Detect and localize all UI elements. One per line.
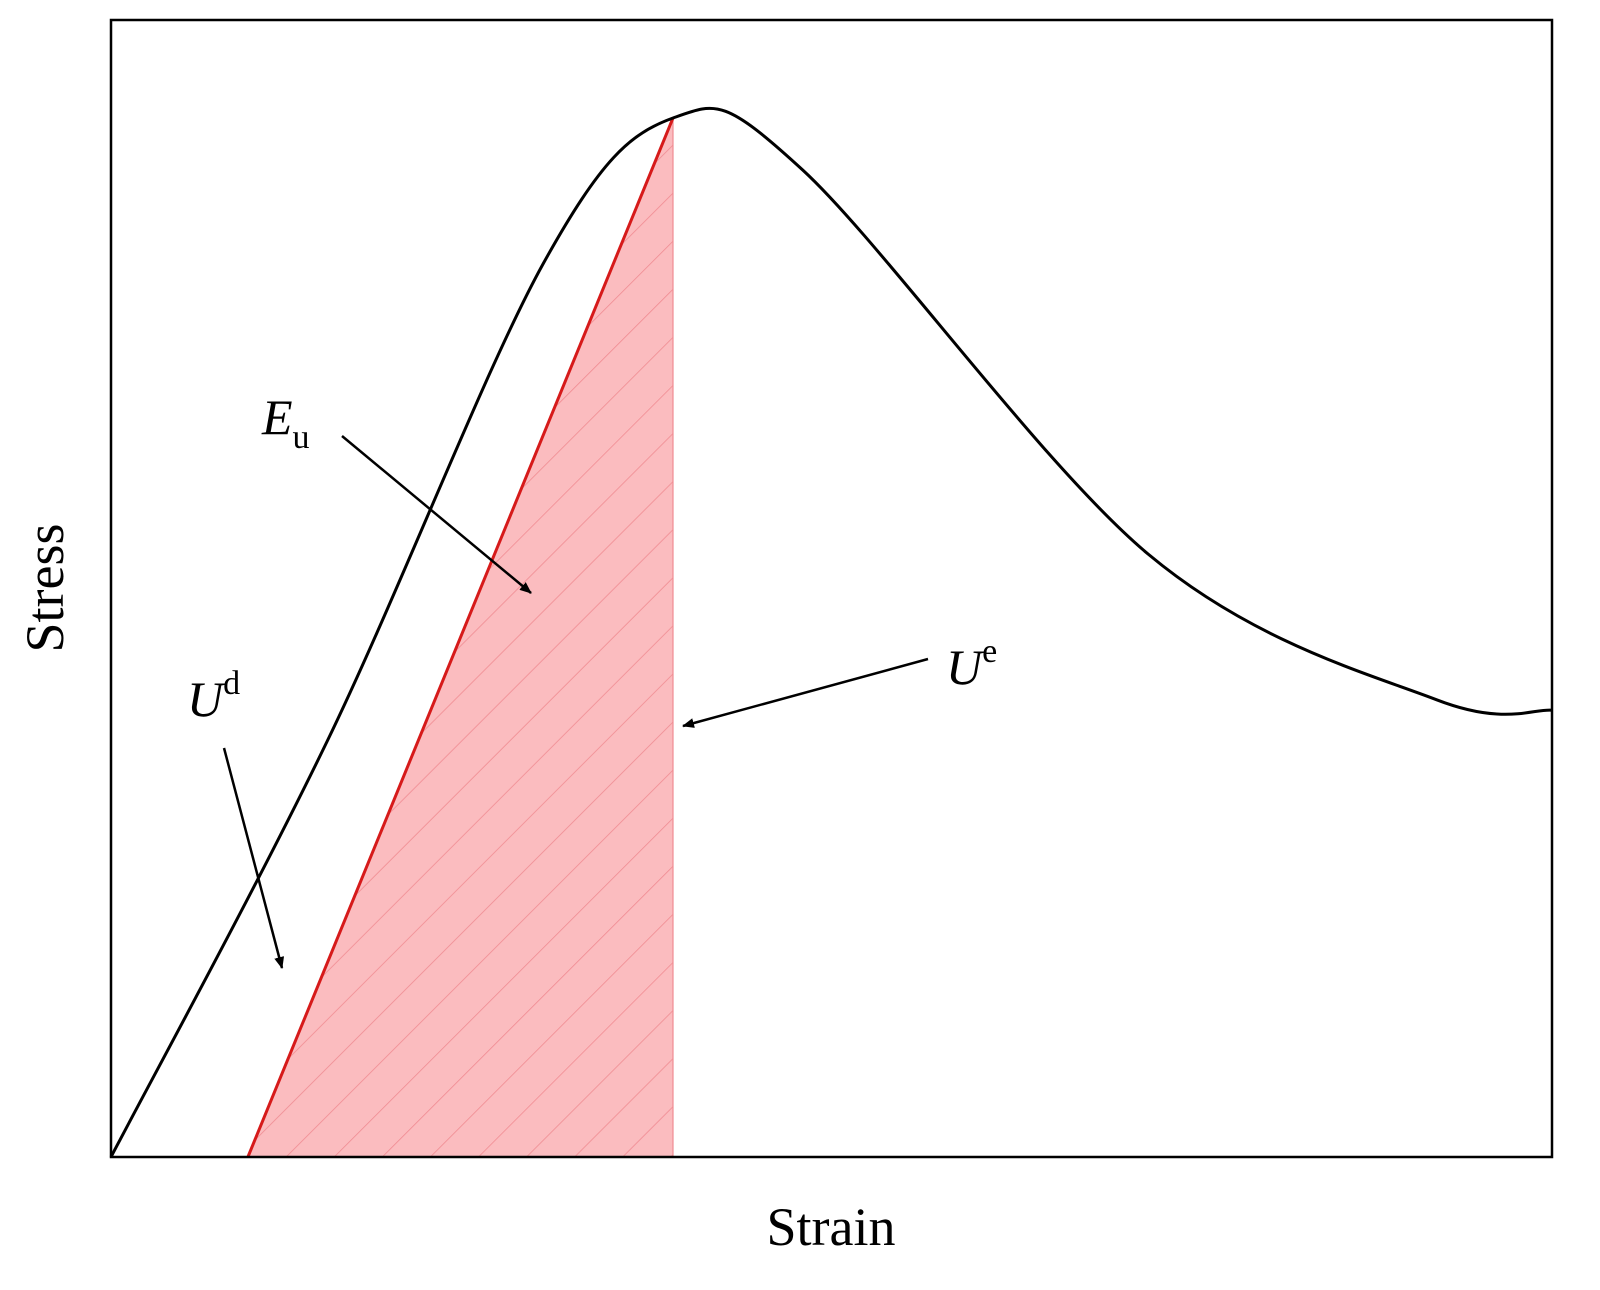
annotation-ue-superscript: e: [982, 633, 997, 670]
annotation-ue-main: U: [946, 639, 985, 695]
plot-frame: [109, 18, 1554, 1159]
annotation-eu-label: Eu: [261, 389, 310, 456]
y-axis-label: Stress: [15, 523, 75, 652]
stress-strain-curve: [109, 106, 1553, 1158]
annotation-ud-main: U: [187, 671, 226, 727]
annotation-ud-arrow: [222, 747, 285, 969]
annotation-ud: Ud: [187, 665, 285, 969]
x-axis-label: Strain: [767, 1197, 896, 1257]
annotation-ue-arrow: [682, 657, 929, 728]
annotation-ue-label: Ue: [946, 633, 997, 695]
annotation-eu-subscript: u: [293, 419, 310, 456]
annotation-eu-arrow: [341, 435, 532, 594]
annotation-eu: Eu: [261, 389, 532, 594]
unloading-modulus-line: [246, 117, 675, 1158]
annotation-eu-main: E: [261, 389, 293, 445]
annotation-ud-superscript: d: [223, 665, 240, 702]
annotation-ue: Ue: [682, 633, 997, 728]
annotation-ud-label: Ud: [187, 665, 240, 727]
